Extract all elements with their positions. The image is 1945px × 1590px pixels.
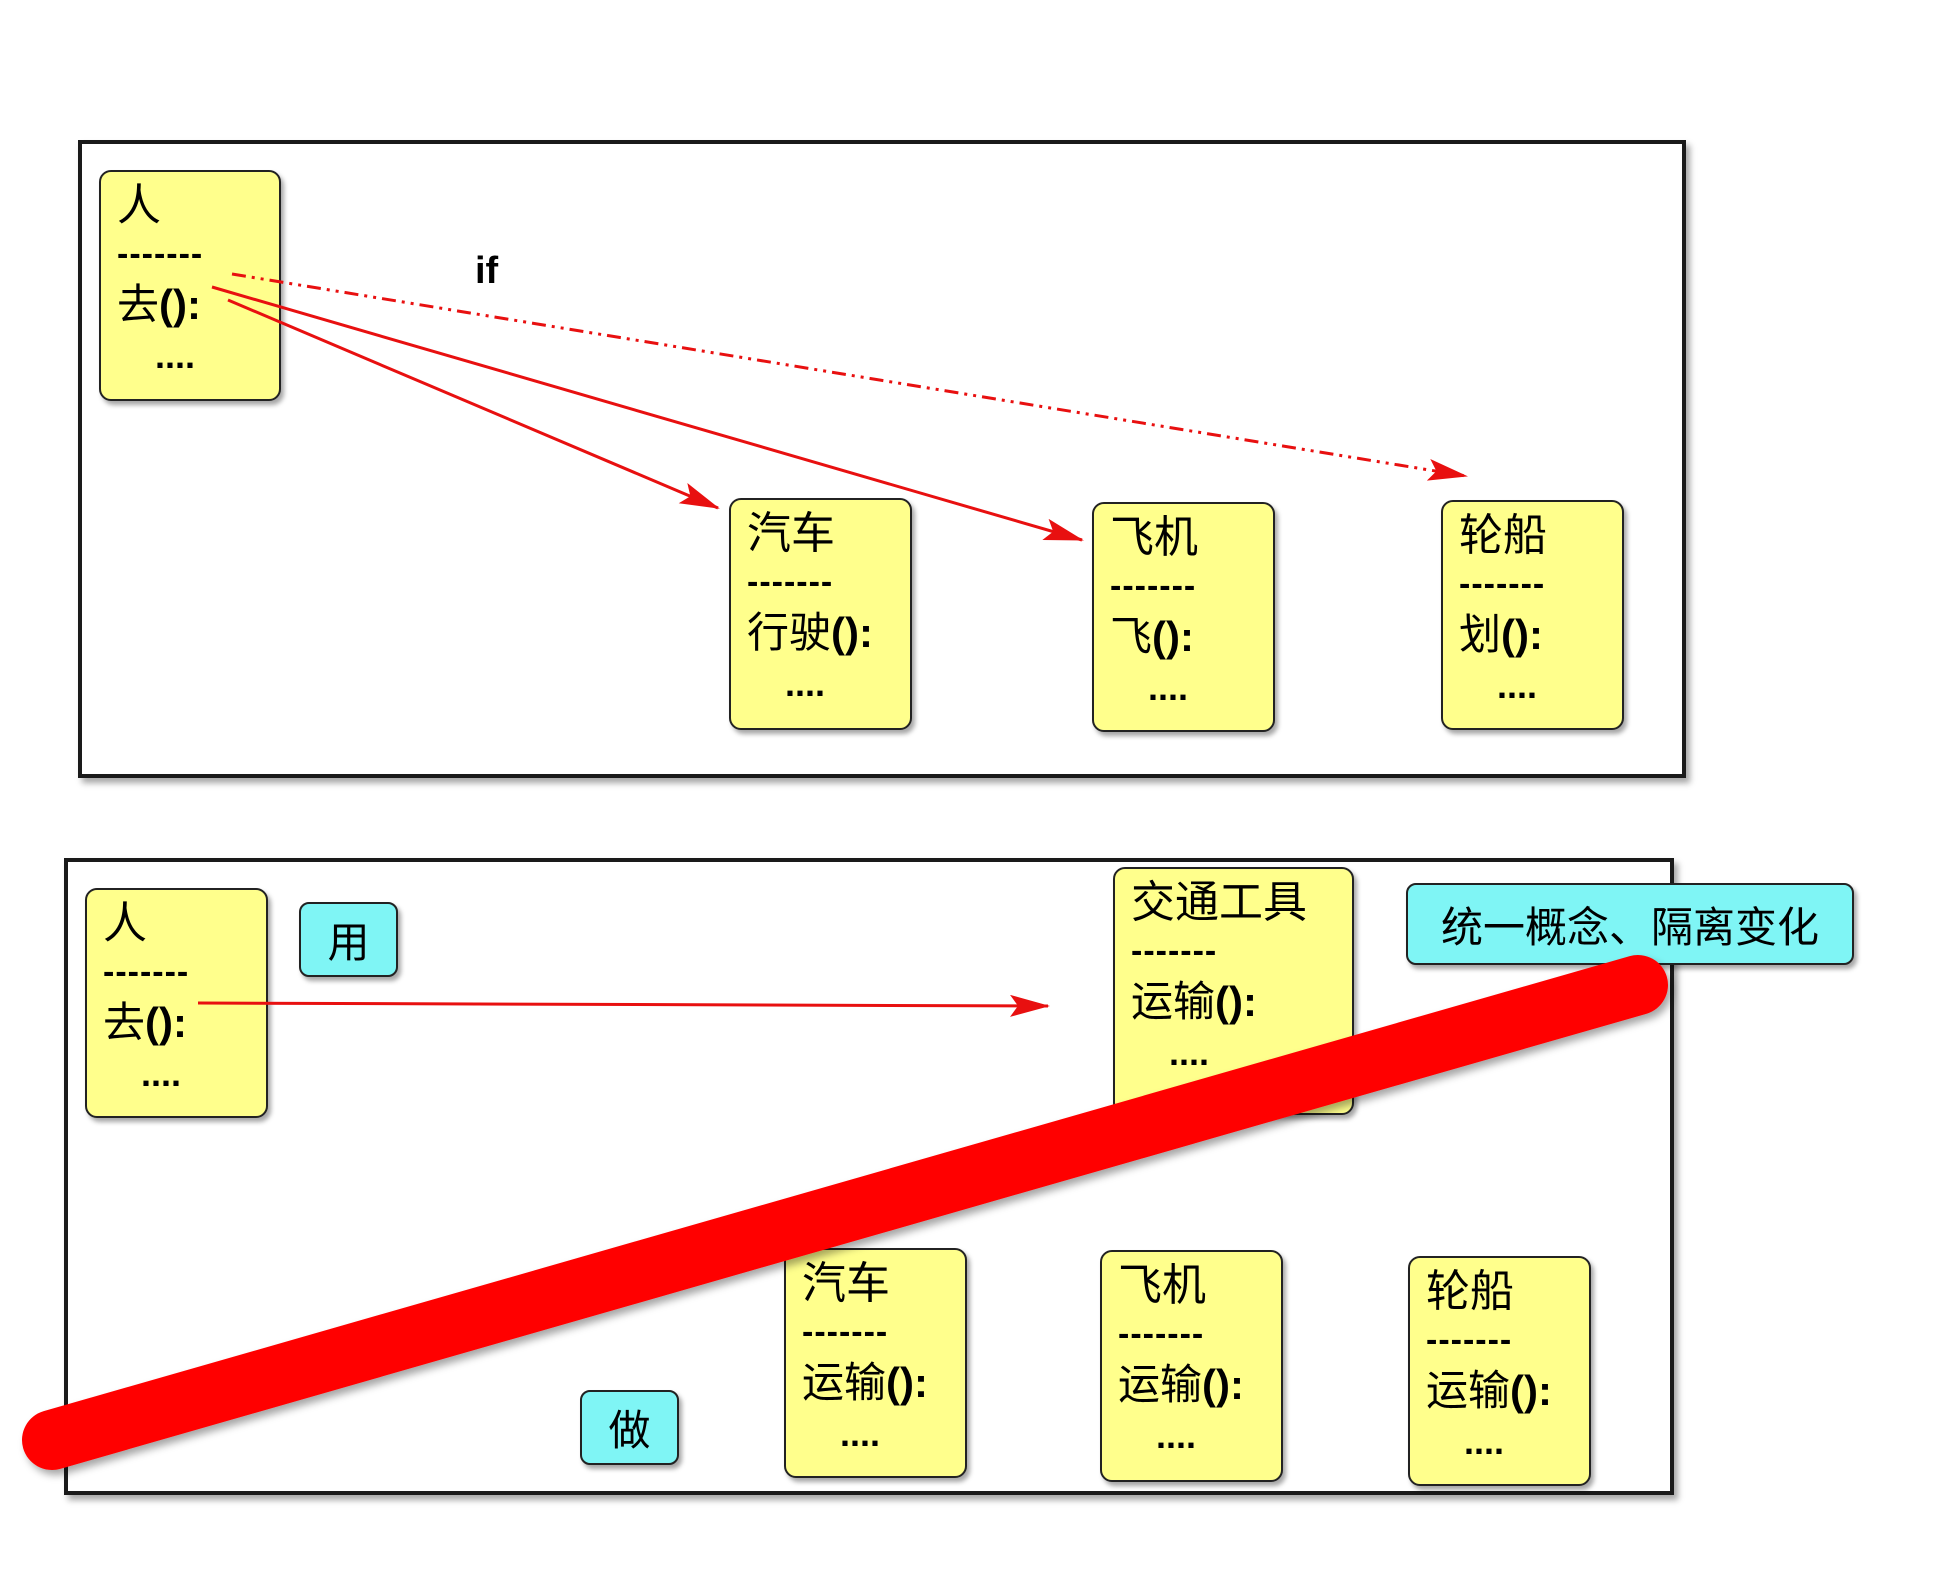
class-name: 飞机	[1118, 1260, 1206, 1311]
class-method: 运输():	[1118, 1360, 1244, 1409]
class-method: 运输():	[1131, 977, 1257, 1026]
class-method: 运输():	[802, 1358, 928, 1407]
class-ellipsis: ....	[1464, 1421, 1505, 1462]
do-note: 做	[580, 1390, 679, 1465]
class-ellipsis: ....	[840, 1413, 881, 1454]
class-ellipsis: ....	[141, 1053, 182, 1094]
class-name: 轮船	[1459, 510, 1547, 561]
class-method: 去():	[117, 280, 201, 329]
top-car-class: 汽车 ------- 行驶(): ....	[729, 498, 912, 730]
arrow-person-to-car	[227, 298, 720, 510]
bottom-ship-class: 轮船 ------- 运输(): ....	[1408, 1256, 1591, 1486]
class-ellipsis: ....	[1148, 667, 1189, 708]
top-plane-class: 飞机 ------- 飞(): ....	[1092, 502, 1275, 732]
top-person-class: 人 ------- 去(): ....	[99, 170, 281, 401]
class-separator: -------	[802, 1313, 889, 1351]
red-cross-out-slash	[22, 955, 1668, 1470]
class-separator: -------	[103, 953, 190, 991]
use-note: 用	[299, 902, 398, 977]
class-separator: -------	[1459, 565, 1546, 603]
class-separator: -------	[117, 235, 204, 273]
concept-note: 统一概念、隔离变化	[1406, 883, 1854, 965]
class-method: 行驶():	[747, 608, 873, 657]
class-ellipsis: ....	[1497, 665, 1538, 706]
class-method: 飞():	[1110, 612, 1194, 661]
class-ellipsis: ....	[1169, 1032, 1210, 1073]
class-name: 人	[117, 180, 161, 231]
class-separator: -------	[1110, 567, 1197, 605]
class-method: 去():	[103, 998, 187, 1047]
if-condition-label: if	[475, 250, 499, 292]
class-method: 划():	[1459, 610, 1543, 659]
class-ellipsis: ....	[1156, 1415, 1197, 1456]
class-name: 人	[103, 898, 147, 949]
arrow-person-to-plane	[211, 285, 1084, 542]
class-separator: -------	[747, 563, 834, 601]
bottom-plane-class: 飞机 ------- 运输(): ....	[1100, 1250, 1283, 1482]
class-name: 汽车	[802, 1258, 890, 1309]
class-ellipsis: ....	[785, 663, 826, 704]
class-separator: -------	[1426, 1321, 1513, 1359]
class-name: 轮船	[1426, 1266, 1514, 1317]
class-ellipsis: ....	[155, 335, 196, 376]
class-name: 飞机	[1110, 512, 1198, 563]
top-ship-class: 轮船 ------- 划(): ....	[1441, 500, 1624, 730]
class-name: 交通工具	[1131, 877, 1307, 928]
class-method: 运输():	[1426, 1366, 1552, 1415]
arrow-person-to-transport	[197, 994, 1050, 1017]
class-name: 汽车	[747, 508, 835, 559]
class-separator: -------	[1118, 1315, 1205, 1353]
bottom-car-class: 汽车 ------- 运输(): ....	[784, 1248, 967, 1478]
arrow-person-to-ship-dashed	[231, 272, 1468, 481]
class-separator: -------	[1131, 932, 1218, 970]
